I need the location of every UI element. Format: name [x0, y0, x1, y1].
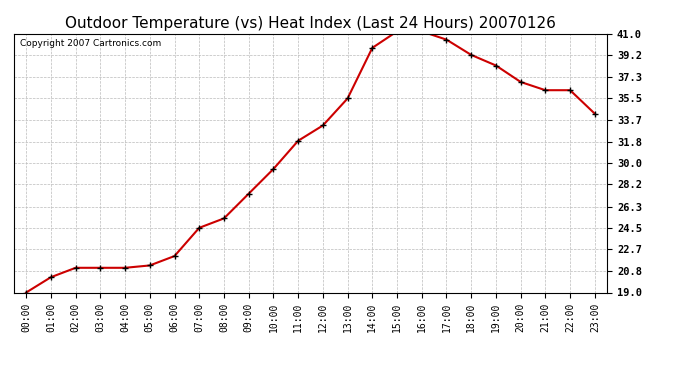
Title: Outdoor Temperature (vs) Heat Index (Last 24 Hours) 20070126: Outdoor Temperature (vs) Heat Index (Las…	[65, 16, 556, 31]
Text: Copyright 2007 Cartronics.com: Copyright 2007 Cartronics.com	[20, 39, 161, 48]
